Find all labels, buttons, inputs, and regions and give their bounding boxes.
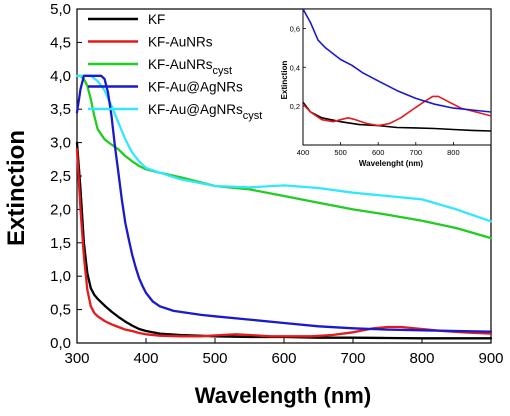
y-axis-title: Extinction <box>3 130 30 246</box>
y-tick-label: 1,5 <box>50 235 71 252</box>
inset-series-group <box>303 9 491 132</box>
legend-subscript: cyst <box>243 110 263 122</box>
inset-x-tick-label: 600 <box>372 148 385 157</box>
series-line-kf <box>75 141 493 340</box>
x-axis-title: Wavelength (nm) <box>195 383 371 408</box>
inset-series-line-kf-au-agnrs <box>303 9 491 113</box>
legend-label: KF-Au@AgNRs <box>148 80 243 95</box>
main-plot-area: 300 400 500 600 700 800 900 0,0 0,5 1,0 1,5 2,0 2,5 3… <box>50 1 503 367</box>
legend-label: KF-AuNRs <box>148 35 213 50</box>
inset-plot: 400 500 600 700 800 0,2 0,4 0,6 Wavelenght (nm) E… <box>280 8 492 168</box>
series-line-kf-aunrs <box>75 148 493 338</box>
inset-y-tick-label: 0,4 <box>290 63 300 72</box>
legend-label: KF <box>148 12 165 27</box>
inset-x-tick-label: 500 <box>334 148 347 157</box>
inset-x-tick-label: 700 <box>410 148 423 157</box>
series-line-kf-au-agnrs-cyst <box>75 74 493 223</box>
y-tick-label: 2,5 <box>50 168 71 185</box>
inset-y-tick-label: 0,2 <box>290 102 300 111</box>
inset-frame <box>302 8 492 146</box>
x-tick-label: 400 <box>133 350 158 367</box>
x-tick-label: 700 <box>340 350 365 367</box>
inset-series-line-kf-aunrs <box>303 95 491 127</box>
inset-y-tick-label: 0,6 <box>290 24 300 33</box>
x-tick-label: 300 <box>64 350 89 367</box>
legend-subscript: cyst <box>213 65 233 77</box>
x-tick-label: 500 <box>202 350 227 367</box>
y-tick-label: 4,0 <box>50 68 71 85</box>
main-series-group <box>75 74 493 340</box>
inset-series-line-kf <box>303 101 491 132</box>
y-tick-label: 3,0 <box>50 135 71 152</box>
x-tick-label: 800 <box>409 350 434 367</box>
y-tick-label: 0,0 <box>50 335 71 352</box>
y-tick-label: 5,0 <box>50 1 71 18</box>
y-tick-label: 2,0 <box>50 201 71 218</box>
y-tick-label: 4,5 <box>50 34 71 51</box>
x-tick-label: 900 <box>478 350 503 367</box>
inset-x-axis-title: Wavelenght (nm) <box>359 159 423 168</box>
legend: KF KF-AuNRs KF-AuNRscyst KF-Au@AgNRs KF-Au@A… <box>88 12 262 122</box>
y-tick-label: 1,0 <box>50 268 71 285</box>
y-tick-label: 0,5 <box>50 302 71 319</box>
legend-label: KF-Au@AgNRscyst <box>148 102 262 122</box>
y-tick-label: 3,5 <box>50 101 71 118</box>
inset-x-tick-label: 800 <box>447 148 460 157</box>
legend-label: KF-AuNRscyst <box>148 57 232 77</box>
inset-x-tick-label: 400 <box>297 148 310 157</box>
series-line-kf-aunrs-cyst <box>75 74 493 240</box>
x-tick-label: 600 <box>271 350 296 367</box>
inset-y-axis-title: Extinction <box>280 61 289 100</box>
series-line-kf-au-agnrs <box>75 74 493 333</box>
